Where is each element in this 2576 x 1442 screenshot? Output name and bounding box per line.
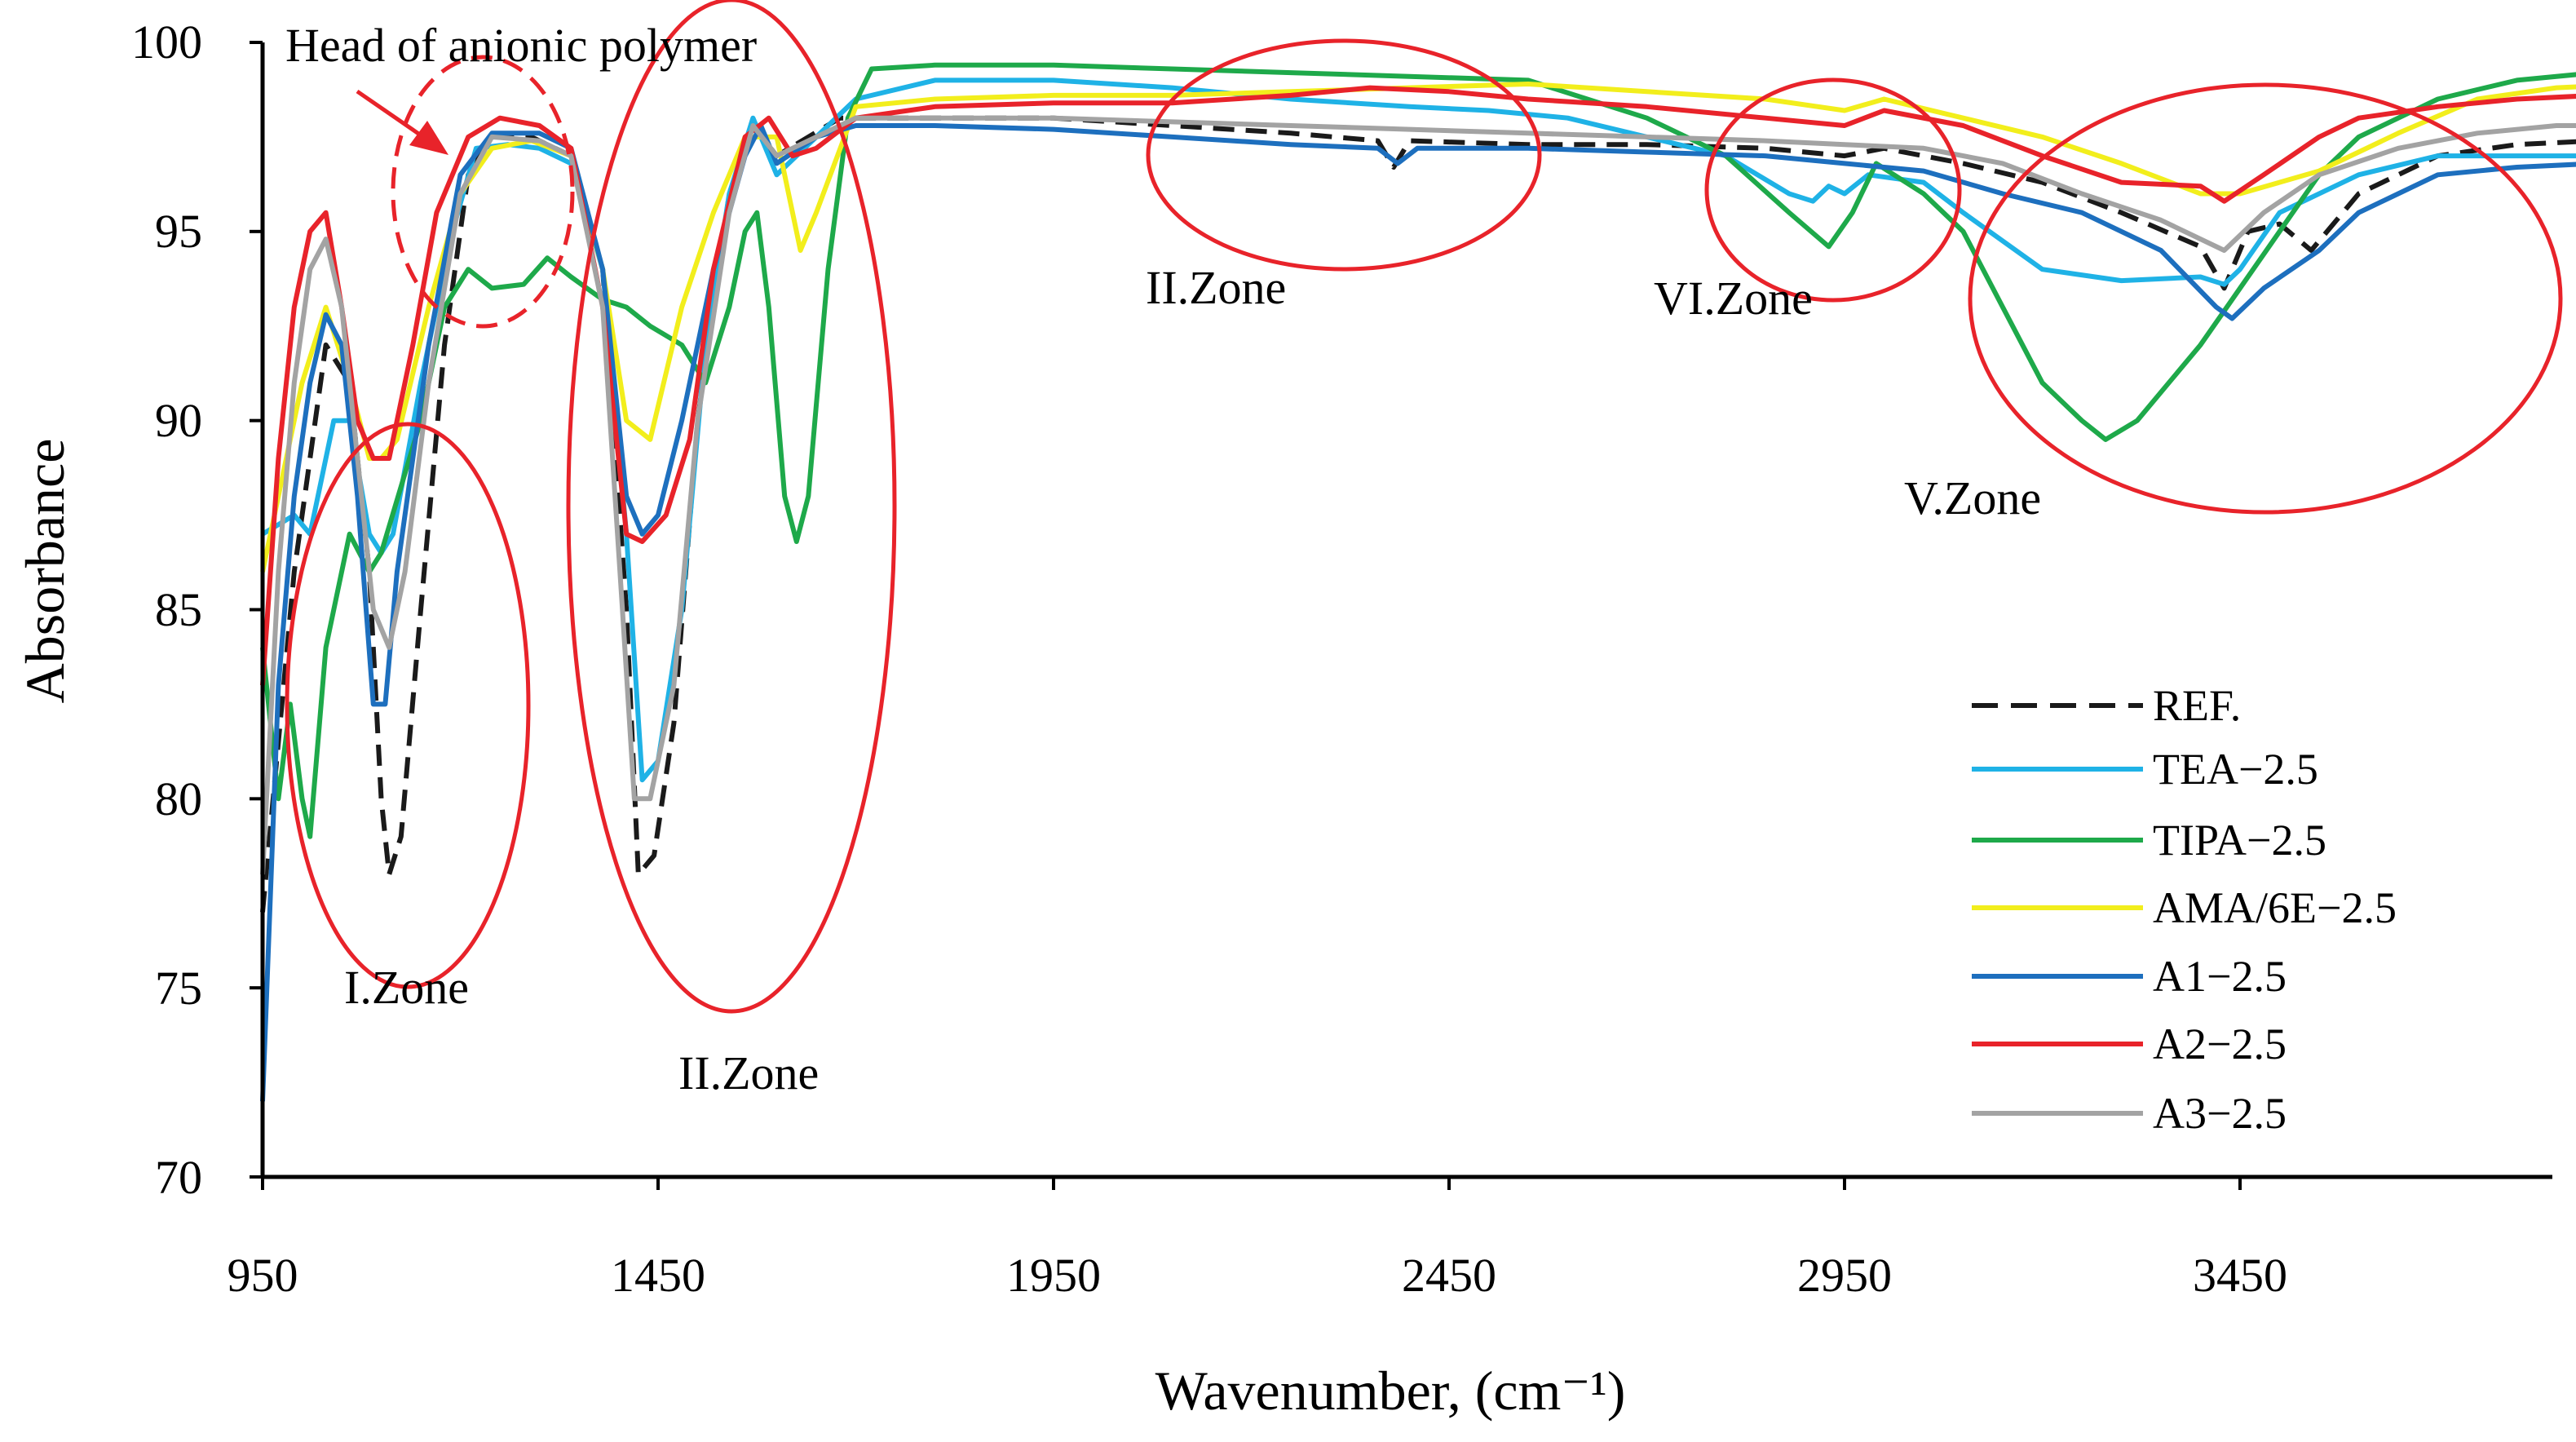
- y-axis-title: Absorbance: [14, 439, 76, 704]
- series-line-4: [260, 123, 2576, 1102]
- x-tick-marks: [261, 1177, 2242, 1190]
- zone-vi-ellipse: [1704, 77, 1962, 303]
- y-tick-marks: [250, 41, 263, 1179]
- x-tick-label-2950: 2950: [1797, 1249, 1892, 1302]
- legend: REF. TEA−2.5 TIPA−2.5 AMA/6E−2.5 A1−2.5 …: [1972, 681, 2397, 1138]
- zone-i-label: I.Zone: [344, 961, 469, 1014]
- y-tick-label-80: 80: [155, 772, 202, 825]
- head-arrow-icon: [409, 121, 448, 155]
- legend-label-ref: REF.: [2153, 681, 2241, 730]
- zone-ii-left-ellipse: [566, 0, 897, 1014]
- zone-v-label: V.Zone: [1904, 471, 2041, 524]
- x-tick-label-1450: 1450: [611, 1249, 705, 1302]
- series-line-6: [260, 115, 2576, 875]
- head-annotation: Head of anionic polymer: [285, 19, 757, 72]
- zone-ii-top-ellipse: [1146, 38, 1542, 272]
- x-tick-label-3450: 3450: [2193, 1249, 2287, 1302]
- y-tick-label-75: 75: [155, 962, 202, 1015]
- legend-label-ama: AMA/6E−2.5: [2153, 883, 2397, 932]
- series-line-5: [260, 85, 2576, 686]
- x-tick-label-950: 950: [228, 1249, 298, 1302]
- zone-ii-top-label: II.Zone: [1146, 261, 1286, 314]
- y-tick-label-95: 95: [155, 205, 202, 258]
- legend-label-a1: A1−2.5: [2153, 952, 2287, 1001]
- zone-vi-label: VI.Zone: [1654, 272, 1813, 325]
- legend-label-tea: TEA−2.5: [2153, 745, 2318, 794]
- head-dashed-circle: [391, 55, 575, 329]
- series-line-3: [260, 82, 2576, 573]
- y-tick-label-100: 100: [131, 15, 202, 69]
- y-tick-label-90: 90: [155, 394, 202, 447]
- legend-label-a2: A2−2.5: [2153, 1020, 2287, 1068]
- legend-label-tipa: TIPA−2.5: [2153, 816, 2326, 865]
- x-tick-label-2450: 2450: [1402, 1249, 1496, 1302]
- y-tick-label-70: 70: [155, 1151, 202, 1204]
- zone-i-ellipse: [285, 422, 531, 989]
- x-axis-title: Wavenumber, (cm⁻¹): [1155, 1360, 1626, 1422]
- zone-v-ellipse: [1968, 82, 2563, 515]
- legend-label-a3: A3−2.5: [2153, 1089, 2287, 1138]
- zone-ii-left-label: II.Zone: [678, 1046, 819, 1099]
- y-tick-label-85: 85: [155, 583, 202, 636]
- series-layer: [260, 62, 2576, 1102]
- head-arrow-shaft: [356, 89, 430, 143]
- x-tick-label-1950: 1950: [1006, 1249, 1101, 1302]
